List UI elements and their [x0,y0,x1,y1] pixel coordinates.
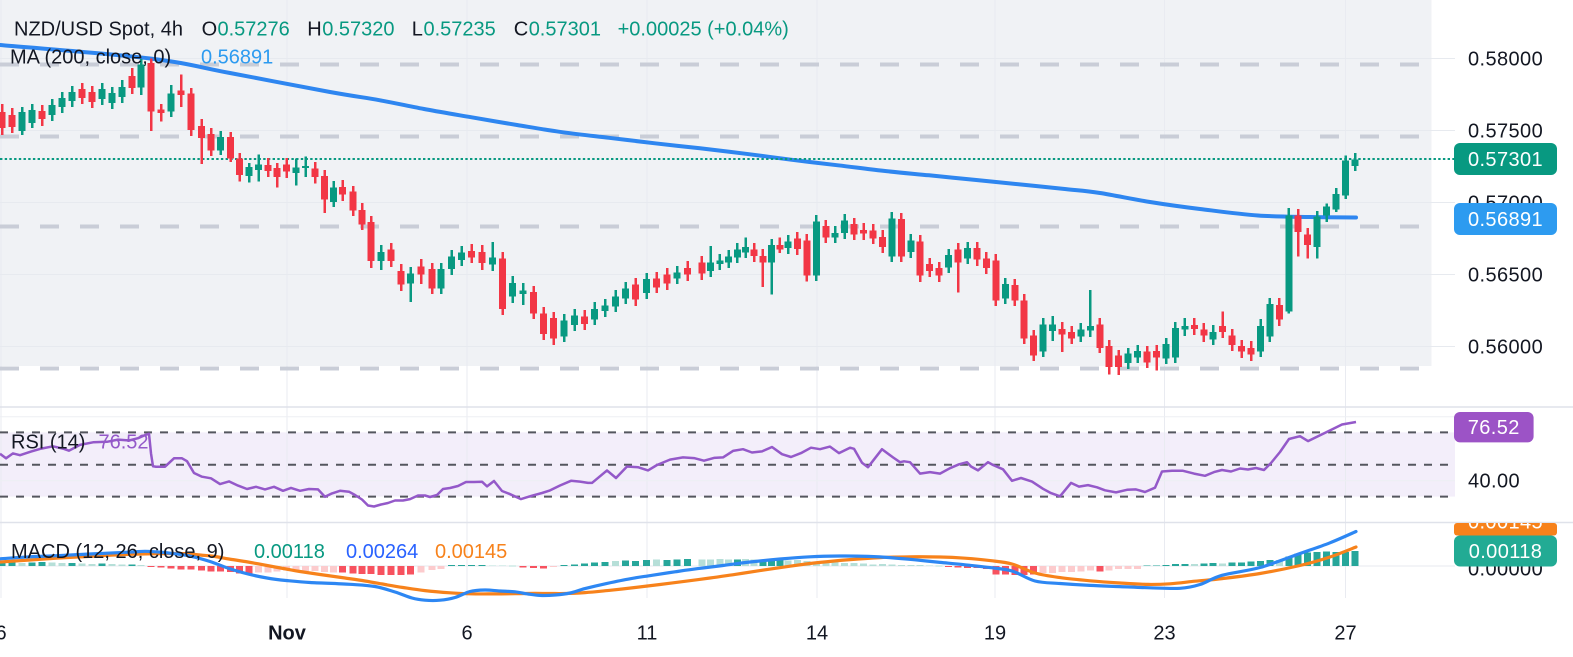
svg-text:0.00118: 0.00118 [1469,541,1543,563]
svg-text:0.56000: 0.56000 [1468,337,1543,359]
svg-text:0.57276: 0.57276 [218,19,290,41]
svg-text:+0.00025 (+0.04%): +0.00025 (+0.04%) [618,19,789,41]
svg-text:6: 6 [0,623,7,645]
svg-text:0.00145: 0.00145 [435,541,507,563]
svg-text:76.52: 76.52 [1468,417,1520,439]
svg-text:H: H [307,19,321,41]
svg-text:0.57301: 0.57301 [1468,149,1543,171]
svg-text:11: 11 [637,623,658,645]
svg-text:19: 19 [984,623,1006,645]
svg-text:Nov: Nov [268,623,307,645]
svg-text:6: 6 [461,623,472,645]
svg-text:0.56500: 0.56500 [1468,265,1543,287]
svg-text:0.57320: 0.57320 [322,19,394,41]
svg-text:0.00145: 0.00145 [1468,512,1543,534]
svg-text:0.58000: 0.58000 [1468,49,1543,71]
svg-text:40.00: 40.00 [1468,471,1520,493]
svg-text:C: C [514,19,528,41]
svg-text:0.57500: 0.57500 [1468,121,1543,143]
svg-text:L: L [412,19,423,41]
svg-text:0.56891: 0.56891 [201,47,273,69]
svg-text:O: O [202,19,218,41]
svg-text:23: 23 [1153,623,1175,645]
svg-text:RSI (14): RSI (14) [11,431,85,453]
svg-text:NZD/USD Spot, 4h: NZD/USD Spot, 4h [14,19,183,41]
svg-text:0.57235: 0.57235 [424,19,496,41]
svg-text:27: 27 [1334,623,1356,645]
svg-text:0.56891: 0.56891 [1468,209,1543,231]
svg-text:MA (200, close, 0): MA (200, close, 0) [10,47,171,69]
svg-text:0.00264: 0.00264 [346,541,418,563]
svg-text:MACD (12, 26, close, 9): MACD (12, 26, close, 9) [11,541,224,563]
svg-text:76.52: 76.52 [99,431,149,453]
svg-text:0.00118: 0.00118 [254,541,325,563]
svg-text:14: 14 [806,623,828,645]
svg-text:0.57301: 0.57301 [529,19,601,41]
